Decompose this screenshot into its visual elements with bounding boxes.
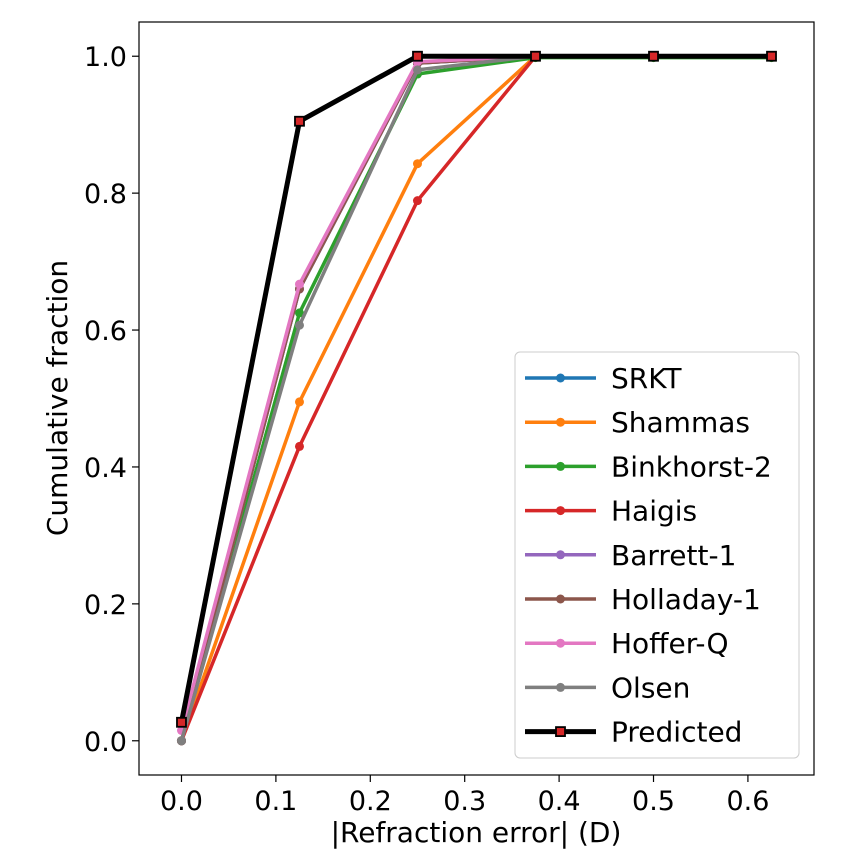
y-tick-label: 1.0 bbox=[84, 42, 127, 73]
data-point bbox=[412, 159, 422, 169]
legend-items: SRKT Shammas Binkhorst-2 Haigis Barrett-1 Hol… bbox=[525, 362, 772, 749]
x-tick-label: 0.6 bbox=[726, 786, 769, 817]
data-point bbox=[294, 441, 304, 451]
legend-item: Olsen bbox=[525, 671, 690, 704]
legend-marker bbox=[556, 594, 565, 604]
y-tick-label: 0.8 bbox=[84, 179, 127, 210]
series-predicted bbox=[176, 50, 777, 728]
data-point bbox=[530, 50, 541, 62]
legend-item: Haigis bbox=[525, 495, 697, 528]
legend-label: Binkhorst-2 bbox=[611, 450, 772, 483]
legend-item: SRKT bbox=[525, 362, 682, 395]
axes-frame bbox=[138, 21, 815, 776]
legend-label: Haigis bbox=[611, 495, 697, 528]
legend-label: Hoffer-Q bbox=[611, 627, 729, 660]
legend-marker bbox=[556, 550, 565, 560]
legend-item: Hoffer-Q bbox=[525, 627, 729, 660]
legend-label: SRKT bbox=[611, 362, 682, 395]
legend-marker bbox=[555, 726, 566, 737]
legend-label: Predicted bbox=[611, 716, 742, 749]
legend-item: Barrett-1 bbox=[525, 539, 736, 572]
data-point bbox=[294, 397, 304, 407]
legend-label: Shammas bbox=[611, 406, 750, 439]
x-tick-label: 0.0 bbox=[160, 786, 203, 817]
series-layer bbox=[176, 50, 777, 746]
legend-marker bbox=[556, 373, 565, 383]
y-tick-label: 0.6 bbox=[84, 316, 127, 347]
y-axis-ticks: 0.0 0.2 0.4 0.6 0.8 1.0 bbox=[84, 42, 139, 758]
data-point bbox=[412, 65, 422, 75]
legend-marker bbox=[556, 417, 565, 427]
data-point bbox=[412, 196, 422, 206]
y-tick-label: 0.0 bbox=[84, 727, 127, 758]
x-tick-label: 0.1 bbox=[254, 786, 297, 817]
data-point bbox=[176, 736, 186, 746]
data-point bbox=[294, 320, 304, 330]
data-point bbox=[176, 716, 187, 728]
legend-item: Holladay-1 bbox=[525, 583, 761, 616]
legend-label: Holladay-1 bbox=[611, 583, 761, 616]
legend-label: Barrett-1 bbox=[611, 539, 736, 572]
y-axis-title: Cumulative fraction bbox=[41, 260, 74, 536]
plot-area bbox=[138, 21, 815, 776]
data-point bbox=[412, 50, 423, 62]
data-point bbox=[294, 279, 304, 289]
legend-item: Binkhorst-2 bbox=[525, 450, 772, 483]
x-tick-label: 0.2 bbox=[349, 786, 392, 817]
x-tick-label: 0.5 bbox=[632, 786, 675, 817]
x-axis-title: |Refraction error| (D) bbox=[331, 816, 622, 849]
data-point bbox=[766, 50, 777, 62]
data-point bbox=[294, 115, 305, 127]
x-axis-ticks: 0.0 0.1 0.2 0.3 0.4 0.5 0.6 bbox=[160, 775, 769, 817]
y-tick-label: 0.4 bbox=[84, 453, 127, 484]
legend-item: Shammas bbox=[525, 406, 750, 439]
data-point bbox=[294, 308, 304, 318]
y-tick-label: 0.2 bbox=[84, 590, 127, 621]
series-line bbox=[179, 53, 772, 723]
legend-marker bbox=[556, 638, 565, 648]
legend-marker bbox=[556, 506, 565, 516]
data-point bbox=[648, 50, 659, 62]
legend-marker bbox=[556, 461, 565, 471]
x-tick-label: 0.3 bbox=[443, 786, 486, 817]
x-tick-label: 0.4 bbox=[538, 786, 581, 817]
legend-box bbox=[514, 351, 800, 759]
legend-label: Olsen bbox=[611, 671, 690, 704]
legend: SRKT Shammas Binkhorst-2 Haigis Barrett-1 Hol… bbox=[514, 351, 800, 759]
legend-marker bbox=[556, 682, 565, 692]
legend-item: Predicted bbox=[525, 716, 742, 749]
